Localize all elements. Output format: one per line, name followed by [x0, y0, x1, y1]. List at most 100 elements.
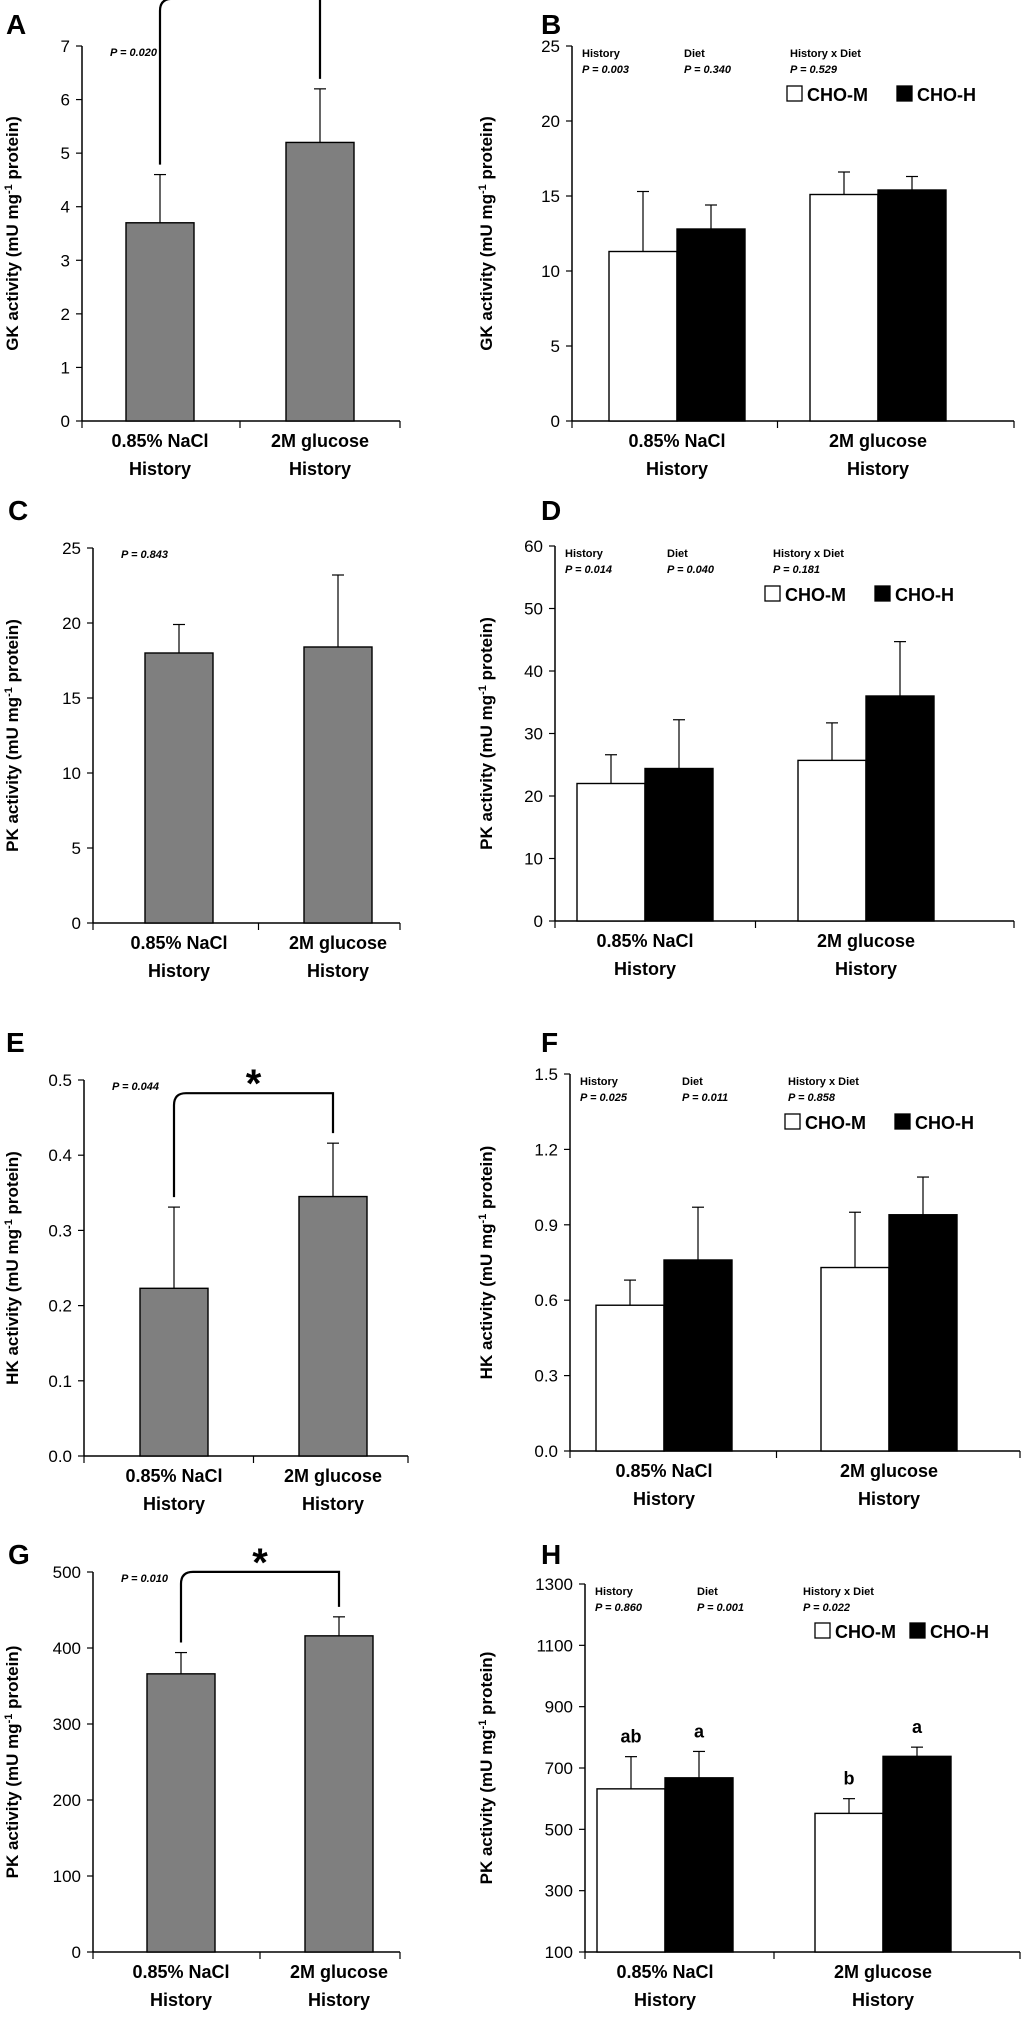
stat-label: Diet — [684, 48, 705, 60]
y-tick-label: 10 — [541, 262, 560, 281]
y-tick-label: 0 — [61, 412, 70, 431]
x-category-label: 0.85% NaCl — [628, 431, 725, 451]
x-category-sublabel: History — [633, 1489, 695, 1509]
y-tick-label: 0.4 — [48, 1146, 72, 1165]
panel-e: E 0.0 0.1 0.2 0.3 0.4 0.5 0.85% NaCl History 2M g… — [3, 1027, 409, 1514]
y-tick-label: 50 — [524, 600, 543, 619]
p-value-text: P = 0.843 — [121, 549, 168, 561]
y-tick-label: 0.2 — [48, 1297, 72, 1316]
legend-label-cho-h: CHO-H — [917, 85, 976, 105]
stat-p-value: P = 0.022 — [803, 1602, 850, 1614]
y-tick-label: 900 — [545, 1698, 573, 1717]
legend-swatch-cho-h — [896, 85, 913, 102]
x-category-label: 2M glucose — [290, 1962, 388, 1982]
panel-d: D 0 10 20 30 40 50 60 0.85% NaCl History 2M glucos… — [477, 495, 1015, 979]
legend-label-cho-m: CHO-M — [807, 85, 868, 105]
panel-letter: D — [541, 495, 561, 526]
legend-swatch-cho-h — [909, 1622, 926, 1639]
legend-label-cho-h: CHO-H — [895, 585, 954, 605]
x-category-sublabel: History — [307, 961, 369, 981]
y-tick-label: 0.0 — [48, 1447, 72, 1466]
y-axis-label: HK activity (mU mg-1 protein) — [3, 1151, 22, 1385]
x-category-sublabel: History — [308, 1990, 370, 2010]
stat-p-value: P = 0.003 — [582, 64, 629, 76]
bar-value — [139, 1287, 209, 1457]
y-tick-label: 0.0 — [534, 1442, 558, 1461]
y-axis-label: PK activity (mU mg-1 protein) — [477, 617, 496, 850]
x-category-label: 2M glucose — [840, 1461, 938, 1481]
panel-letter: F — [541, 1027, 558, 1058]
x-category-label: 0.85% NaCl — [111, 431, 208, 451]
y-tick-label: 20 — [62, 614, 81, 633]
x-category-label: 2M glucose — [817, 931, 915, 951]
bar-value — [303, 646, 373, 924]
y-tick-label: 1100 — [536, 1636, 573, 1655]
bar-cho-h — [644, 767, 714, 922]
y-tick-label: 5 — [61, 144, 70, 163]
stat-label: History — [595, 1586, 634, 1598]
y-tick-label: 25 — [62, 539, 81, 558]
x-category-label: 2M glucose — [834, 1962, 932, 1982]
y-tick-label: 15 — [541, 187, 560, 206]
bar-value — [146, 1673, 216, 1953]
panel-g: G 0 100 200 300 400 500 0.85% NaCl History 2M glu… — [3, 1539, 401, 2010]
bar-value — [285, 141, 355, 422]
y-tick-label: 10 — [524, 850, 543, 869]
significance-star: * — [232, 0, 248, 12]
stat-p-value: P = 0.529 — [790, 64, 838, 76]
bar-cho-m — [814, 1812, 884, 1953]
bar-cho-h — [664, 1777, 734, 1953]
panel-letter: G — [8, 1539, 30, 1570]
stat-label: History x Diet — [788, 1076, 859, 1088]
significance-bracket — [158, 0, 322, 165]
x-category-label: 0.85% NaCl — [132, 1962, 229, 1982]
y-axis-label: GK activity (mU mg-1 protein) — [3, 116, 22, 351]
p-value-text: P = 0.044 — [112, 1081, 159, 1093]
y-axis-label: HK activity (mU mg-1 protein) — [477, 1146, 496, 1380]
significance-bracket — [172, 1092, 335, 1198]
legend-swatch-cho-h — [894, 1113, 911, 1130]
y-tick-label: 0 — [534, 912, 543, 931]
stat-label: Diet — [667, 548, 688, 560]
bar-cho-h — [877, 189, 947, 422]
legend-swatch-cho-m — [764, 585, 781, 602]
panel-a: A 0 1 2 3 4 5 6 7 0.85% NaCl History 2M glucose Hist… — [3, 0, 401, 479]
legend-label-cho-h: CHO-H — [930, 1622, 989, 1642]
y-tick-label: 60 — [524, 537, 543, 556]
y-tick-label: 6 — [61, 91, 70, 110]
x-category-sublabel: History — [148, 961, 210, 981]
stat-label: Diet — [682, 1076, 703, 1088]
x-category-sublabel: History — [143, 1494, 205, 1514]
x-category-label: 0.85% NaCl — [125, 1466, 222, 1486]
bar-cho-m — [595, 1304, 665, 1452]
panel-c: C 0 5 10 15 20 25 0.85% NaCl History 2M glucose Hi… — [3, 495, 401, 981]
x-category-label: 0.85% NaCl — [596, 931, 693, 951]
p-value-text: P = 0.020 — [110, 47, 158, 59]
stat-p-value: P = 0.860 — [595, 1602, 643, 1614]
y-tick-label: 3 — [61, 251, 70, 270]
y-tick-label: 10 — [62, 764, 81, 783]
y-tick-label: 0.1 — [48, 1372, 72, 1391]
y-tick-label: 20 — [541, 112, 560, 131]
x-category-label: 0.85% NaCl — [130, 933, 227, 953]
panel-letter: B — [541, 9, 561, 40]
x-category-sublabel: History — [858, 1489, 920, 1509]
panel-letter: E — [6, 1027, 25, 1058]
x-category-label: 2M glucose — [829, 431, 927, 451]
stat-label: History — [580, 1076, 619, 1088]
stat-label: History — [565, 548, 604, 560]
x-category-sublabel: History — [646, 459, 708, 479]
y-tick-label: 1.5 — [534, 1065, 558, 1084]
y-tick-label: 500 — [545, 1820, 573, 1839]
y-tick-label: 2 — [61, 305, 70, 324]
y-axis-label: PK activity (mU mg-1 protein) — [3, 619, 22, 852]
legend-swatch-cho-m — [784, 1113, 801, 1130]
stat-label: History — [582, 48, 621, 60]
significance-star: * — [246, 1062, 262, 1106]
x-category-label: 2M glucose — [284, 1466, 382, 1486]
y-tick-label: 15 — [62, 689, 81, 708]
x-category-sublabel: History — [302, 1494, 364, 1514]
x-category-label: 2M glucose — [271, 431, 369, 451]
bar-cho-m — [809, 193, 879, 422]
